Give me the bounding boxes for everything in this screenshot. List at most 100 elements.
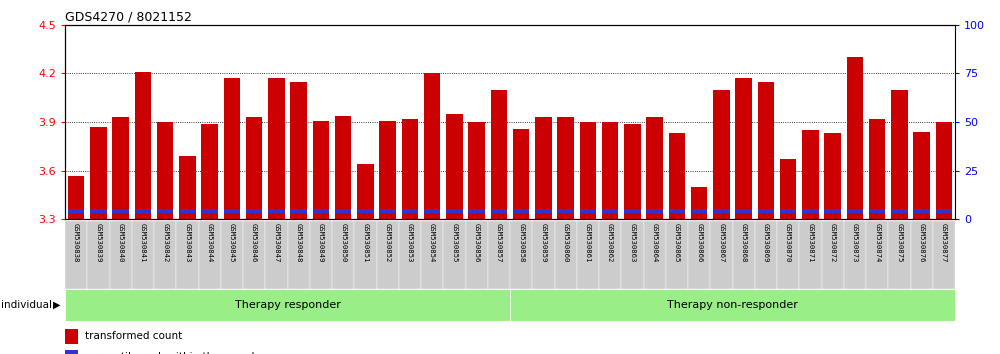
Text: GSM530857: GSM530857 — [496, 223, 502, 263]
Text: GSM530859: GSM530859 — [540, 223, 546, 263]
Bar — [866, 221, 888, 289]
Bar — [735, 209, 752, 213]
Text: GSM530872: GSM530872 — [830, 223, 836, 263]
Bar — [443, 221, 466, 289]
Bar — [335, 209, 351, 213]
Text: GSM530851: GSM530851 — [362, 223, 368, 263]
Bar — [446, 209, 463, 213]
Bar — [179, 209, 196, 213]
Bar — [557, 117, 574, 219]
Text: GSM530864: GSM530864 — [652, 223, 658, 263]
Text: GSM530839: GSM530839 — [95, 223, 101, 263]
Bar — [399, 221, 421, 289]
Text: GSM530838: GSM530838 — [73, 223, 79, 263]
Bar — [268, 209, 285, 213]
Text: GSM530873: GSM530873 — [852, 223, 858, 263]
Bar — [691, 187, 707, 219]
Bar — [510, 221, 532, 289]
Text: Therapy non-responder: Therapy non-responder — [667, 300, 798, 310]
Bar — [758, 81, 774, 219]
Text: GSM530877: GSM530877 — [941, 223, 947, 263]
Bar — [646, 117, 663, 219]
Bar — [313, 209, 329, 213]
Text: GSM530874: GSM530874 — [874, 223, 880, 263]
Bar — [290, 81, 307, 219]
Text: GSM530840: GSM530840 — [118, 223, 124, 263]
Bar — [732, 221, 755, 289]
Bar — [112, 117, 129, 219]
Text: GSM530845: GSM530845 — [229, 223, 235, 263]
Bar — [510, 289, 955, 321]
Text: GSM530869: GSM530869 — [763, 223, 769, 263]
Bar — [246, 117, 262, 219]
Bar — [332, 221, 354, 289]
Bar — [354, 221, 376, 289]
Bar — [221, 221, 243, 289]
Bar — [135, 209, 151, 213]
Text: transformed count: transformed count — [85, 331, 182, 341]
Bar — [824, 209, 841, 213]
Bar — [599, 221, 621, 289]
Bar — [780, 159, 796, 219]
Text: GSM530853: GSM530853 — [407, 223, 413, 263]
Text: GSM530861: GSM530861 — [585, 223, 591, 263]
Text: GSM530842: GSM530842 — [162, 223, 168, 263]
Bar — [424, 73, 440, 219]
Bar — [468, 209, 485, 213]
Bar — [110, 221, 132, 289]
Bar — [154, 221, 176, 289]
Text: GSM530863: GSM530863 — [629, 223, 635, 263]
Bar — [799, 221, 822, 289]
Text: GSM530867: GSM530867 — [718, 223, 724, 263]
Bar — [580, 122, 596, 219]
Bar — [913, 132, 930, 219]
Bar — [65, 329, 78, 344]
Bar — [602, 122, 618, 219]
Bar — [268, 78, 285, 219]
Bar — [780, 209, 796, 213]
Bar — [90, 209, 107, 213]
Text: GSM530858: GSM530858 — [518, 223, 524, 263]
Bar — [224, 209, 240, 213]
Bar — [735, 78, 752, 219]
Bar — [68, 176, 84, 219]
Bar — [802, 209, 819, 213]
Bar — [421, 221, 443, 289]
Bar — [713, 209, 730, 213]
Bar — [936, 122, 952, 219]
Bar — [847, 209, 863, 213]
Bar — [936, 209, 952, 213]
Bar — [869, 119, 885, 219]
Bar — [491, 90, 507, 219]
Bar — [847, 57, 863, 219]
Bar — [691, 209, 707, 213]
Bar — [466, 221, 488, 289]
Bar — [265, 221, 288, 289]
Bar — [65, 221, 87, 289]
Text: GSM530849: GSM530849 — [318, 223, 324, 263]
Bar — [844, 221, 866, 289]
Text: GSM530855: GSM530855 — [451, 223, 457, 263]
Text: GSM530862: GSM530862 — [607, 223, 613, 263]
Bar — [621, 221, 644, 289]
Bar — [246, 209, 262, 213]
Bar — [446, 114, 463, 219]
Bar — [132, 221, 154, 289]
Text: GSM530846: GSM530846 — [251, 223, 257, 263]
Bar — [87, 221, 110, 289]
Text: GSM530875: GSM530875 — [896, 223, 902, 263]
Bar — [313, 120, 329, 219]
Text: GSM530847: GSM530847 — [273, 223, 279, 263]
Bar — [513, 209, 529, 213]
Bar — [243, 221, 265, 289]
Bar — [933, 221, 955, 289]
Bar — [755, 221, 777, 289]
Bar — [379, 209, 396, 213]
Bar — [535, 209, 552, 213]
Bar — [669, 133, 685, 219]
Bar — [65, 350, 78, 354]
Bar — [802, 130, 819, 219]
Text: GSM530868: GSM530868 — [741, 223, 747, 263]
Text: GDS4270 / 8021152: GDS4270 / 8021152 — [65, 11, 192, 24]
Bar — [488, 221, 510, 289]
